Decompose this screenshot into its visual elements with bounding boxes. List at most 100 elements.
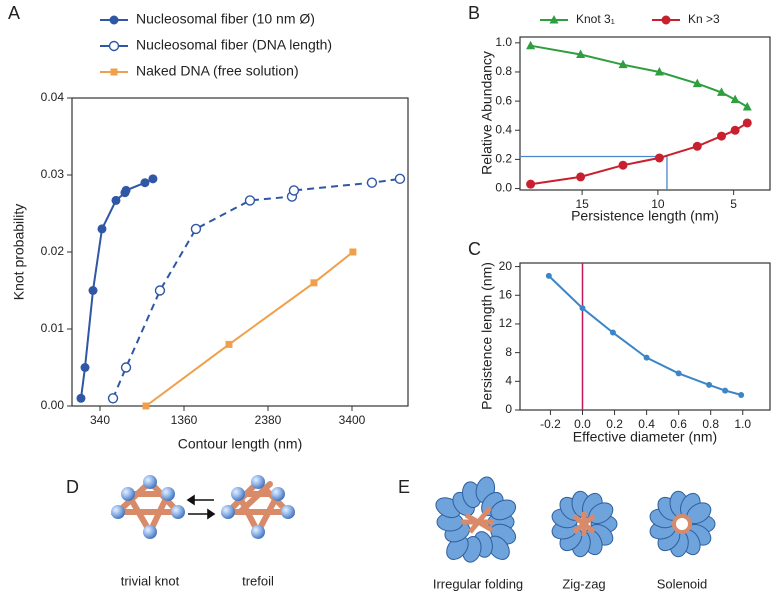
- panel-label: B: [468, 3, 480, 23]
- knot-illustration: [110, 477, 296, 539]
- legend-marker: [110, 68, 118, 76]
- point: [120, 362, 132, 373]
- point: [545, 272, 552, 279]
- x-tick-label: 2380: [255, 413, 282, 427]
- x-tick-label: 1360: [171, 413, 198, 427]
- x-axis-label: Contour length (nm): [178, 436, 303, 452]
- point: [349, 248, 357, 256]
- diagram-label: trefoil: [242, 573, 274, 588]
- panel-label: C: [468, 239, 481, 259]
- legend-label: Nucleosomal fiber (DNA length): [136, 37, 332, 53]
- x-tick-label: -0.2: [540, 417, 561, 431]
- equilibrium-arrows: [186, 494, 216, 520]
- diagram-label: Irregular folding: [433, 576, 523, 591]
- point: [107, 393, 119, 404]
- panel-label: D: [66, 477, 79, 497]
- diagram-label: Zig-zag: [562, 576, 605, 591]
- point: [97, 224, 107, 234]
- series-line: [112, 177, 401, 399]
- linker-dna: [672, 514, 692, 534]
- point: [111, 195, 121, 205]
- y-axis-label: Relative Abundancy: [479, 51, 495, 175]
- point: [142, 402, 150, 410]
- series-line: [145, 251, 354, 407]
- plot-frame: [71, 97, 409, 407]
- plot-frame: [519, 262, 771, 411]
- legend-label: Nucleosomal fiber (10 nm Ø): [136, 11, 315, 27]
- point: [722, 387, 729, 394]
- y-tick-label: 0.0: [495, 181, 512, 195]
- legend-marker: [661, 15, 671, 25]
- y-tick-label: 16: [499, 287, 513, 301]
- y-axis-label: Knot probability: [11, 204, 27, 301]
- x-tick-label: 10: [651, 197, 665, 211]
- point: [190, 223, 202, 235]
- point: [654, 153, 664, 163]
- point: [579, 305, 586, 312]
- legend-marker: [549, 15, 559, 24]
- y-tick-label: 0.4: [495, 122, 512, 136]
- nucleosome: [490, 499, 517, 521]
- point: [738, 391, 745, 398]
- x-tick-label: 5: [730, 197, 737, 211]
- y-tick-label: 0.8: [495, 64, 512, 78]
- x-tick-label: 340: [90, 413, 110, 427]
- point: [225, 340, 233, 348]
- point: [576, 49, 586, 58]
- legend-marker: [108, 40, 120, 52]
- series-line: [530, 44, 748, 108]
- point: [618, 160, 628, 170]
- diagram-label: trivial knot: [121, 573, 180, 588]
- x-tick-label: 0.2: [606, 417, 623, 431]
- point: [717, 131, 727, 141]
- y-tick-label: 12: [499, 316, 513, 330]
- point: [310, 279, 318, 287]
- point: [706, 381, 713, 388]
- y-tick-label: 0.2: [495, 152, 512, 166]
- point: [742, 101, 752, 111]
- point: [76, 393, 86, 403]
- y-tick-label: 0.03: [41, 167, 65, 181]
- point: [692, 78, 702, 88]
- point: [654, 66, 664, 76]
- y-axis-label: Persistence length (nm): [479, 262, 495, 410]
- series-line: [530, 122, 748, 186]
- point: [366, 177, 378, 188]
- y-tick-label: 4: [505, 373, 512, 387]
- point: [618, 59, 628, 69]
- x-tick-label: 15: [575, 197, 589, 211]
- fiber-illustrations: [435, 476, 716, 563]
- y-tick-label: 8: [505, 345, 512, 359]
- point: [526, 40, 536, 50]
- y-tick-label: 0.00: [41, 398, 65, 412]
- x-tick-label: 0.0: [574, 417, 591, 431]
- point: [730, 94, 740, 104]
- y-tick-label: 0.02: [41, 244, 65, 258]
- series-line: [548, 275, 742, 396]
- y-tick-label: 1.0: [495, 35, 512, 49]
- point: [609, 329, 616, 336]
- point: [643, 354, 650, 361]
- legend-marker: [109, 15, 119, 25]
- point: [717, 87, 727, 96]
- point: [394, 173, 406, 185]
- diagram-label: Solenoid: [657, 576, 708, 591]
- plot-frame: [519, 36, 771, 191]
- legend-label: Naked DNA (free solution): [136, 63, 299, 79]
- point: [730, 125, 740, 135]
- y-tick-label: 0.6: [495, 93, 512, 107]
- y-tick-label: 20: [499, 259, 513, 273]
- x-tick-label: 0.8: [702, 417, 719, 431]
- point: [88, 286, 98, 295]
- x-tick-label: 0.6: [670, 417, 687, 431]
- y-tick-label: 0.04: [41, 90, 65, 104]
- point: [148, 174, 158, 184]
- legend-label: Knot 3₁: [576, 12, 615, 26]
- point: [121, 185, 131, 195]
- panel-label: A: [8, 3, 20, 23]
- point: [80, 363, 90, 372]
- point: [576, 172, 586, 182]
- point: [244, 195, 256, 206]
- panel-label: E: [398, 477, 410, 497]
- point: [288, 185, 300, 196]
